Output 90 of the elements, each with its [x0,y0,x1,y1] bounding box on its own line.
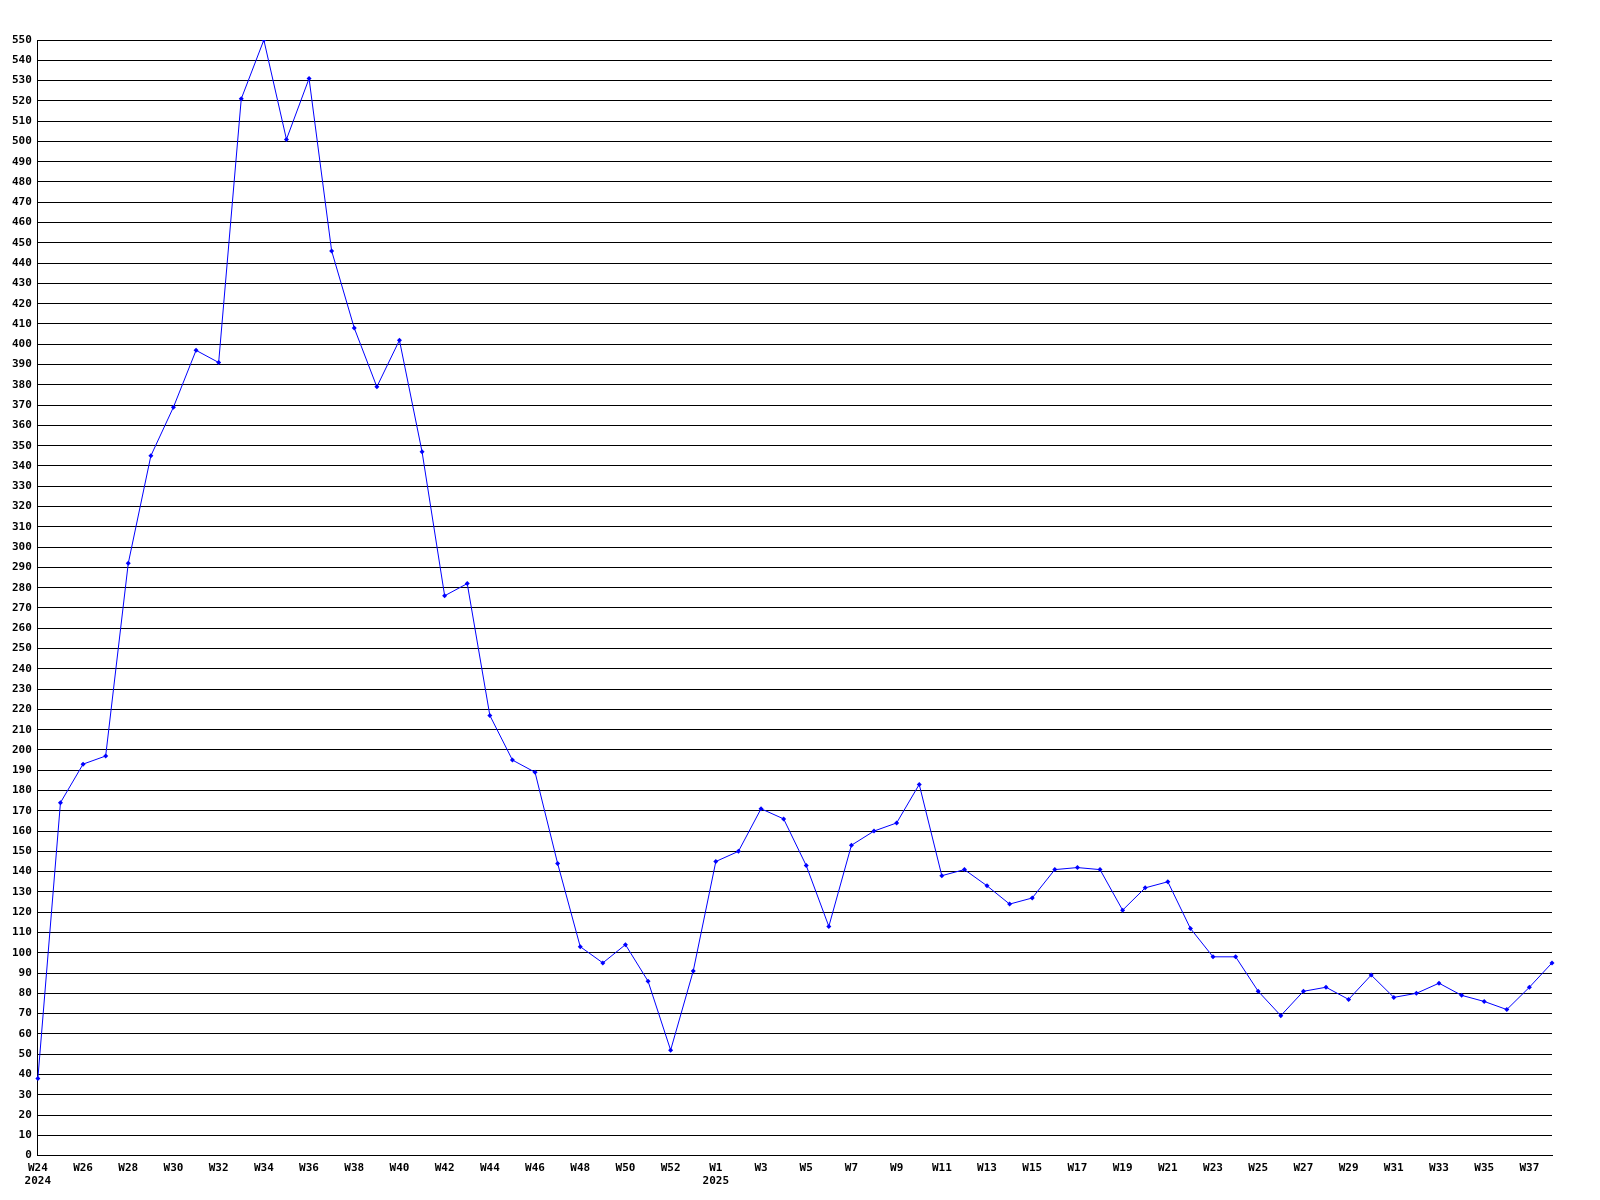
y-tick-label: 170 [11,803,32,817]
x-tick-label: W37 [1519,1161,1540,1175]
y-tick-label: 110 [11,925,32,939]
x-tick-label: W46 [525,1161,546,1175]
x-tick-label: W11 [931,1161,953,1175]
y-tick-label: 540 [11,53,32,67]
x-tick-label: W15 [1022,1161,1043,1175]
y-tick-label: 140 [11,864,32,878]
y-tick-label: 160 [11,823,32,837]
y-tick-label: 230 [11,681,32,695]
x-tick-label: W23 [1203,1161,1223,1175]
x-tick-label: W3 [754,1161,768,1175]
x-tick-label: W33 [1429,1161,1449,1175]
x-tick-label: W24 2024 [24,1161,52,1188]
y-tick-label: 80 [18,986,32,1000]
y-tick-label: 50 [18,1047,32,1061]
y-tick-label: 30 [18,1087,32,1101]
y-tick-label: 520 [11,93,32,107]
x-tick-label: W25 [1248,1161,1269,1175]
x-tick-label: W52 [660,1161,681,1175]
y-tick-label: 340 [11,458,32,472]
x-tick-label: W13 [977,1161,997,1175]
x-tick-label: W27 [1293,1161,1314,1175]
y-tick-label: 150 [11,844,32,858]
x-tick-label: W34 [253,1161,275,1175]
y-tick-label: 10 [18,1128,32,1142]
y-tick-label: 460 [11,215,32,229]
y-tick-label: 370 [11,397,32,411]
y-tick-label: 450 [11,235,32,249]
y-tick-label: 200 [11,742,32,756]
y-tick-label: 310 [11,519,32,533]
y-tick-label: 130 [11,884,32,898]
y-tick-label: 490 [11,154,32,168]
y-tick-label: 100 [11,945,32,959]
x-tick-label: W30 [163,1161,184,1175]
y-tick-label: 330 [11,479,32,493]
y-tick-label: 190 [11,763,32,777]
x-tick-label: W38 [344,1161,365,1175]
y-tick-label: 260 [11,621,32,635]
x-tick-label: W26 [73,1161,94,1175]
x-tick-label: W48 [570,1161,591,1175]
y-tick-label: 410 [11,316,32,330]
y-tick-label: 290 [11,560,32,574]
x-tick-label: W40 [389,1161,410,1175]
x-tick-label: W29 [1338,1161,1359,1175]
x-tick-label: W17 [1067,1161,1088,1175]
y-tick-label: 360 [11,418,32,432]
y-tick-label: 220 [11,702,32,716]
y-tick-label: 480 [11,174,32,188]
x-tick-label: W28 [118,1161,139,1175]
y-tick-label: 280 [11,580,32,594]
x-tick-label: W1 2025 [702,1161,730,1188]
y-tick-label: 20 [18,1107,32,1121]
x-tick-label: W32 [208,1161,229,1175]
x-tick-label: W44 [479,1161,501,1175]
y-tick-label: 470 [11,195,32,209]
y-tick-label: 250 [11,641,32,655]
x-tick-label: W35 [1474,1161,1495,1175]
y-tick-label: 90 [18,965,32,979]
y-tick-label: 320 [11,499,32,513]
x-tick-label: W19 [1112,1161,1133,1175]
y-tick-label: 390 [11,357,32,371]
x-tick-label: W31 [1383,1161,1405,1175]
x-tick-label: W7 [844,1161,859,1175]
x-tick-label: W5 [799,1161,813,1175]
y-tick-label: 210 [11,722,32,736]
y-tick-label: 300 [11,539,32,553]
y-tick-label: 0 [25,1148,32,1162]
y-tick-label: 70 [18,1006,32,1020]
y-tick-label: 40 [18,1067,32,1081]
x-tick-label: W36 [299,1161,320,1175]
y-tick-label: 510 [11,113,32,127]
y-tick-label: 380 [11,377,32,391]
y-tick-label: 120 [11,905,32,919]
x-tick-label: W42 [434,1161,455,1175]
y-tick-label: 500 [11,134,32,148]
y-tick-label: 550 [11,32,32,46]
y-tick-label: 430 [11,276,32,290]
y-tick-label: 180 [11,783,32,797]
y-tick-label: 240 [11,661,32,675]
y-tick-label: 60 [18,1026,32,1040]
y-tick-label: 400 [11,337,32,351]
y-tick-label: 420 [11,296,32,310]
y-tick-label: 530 [11,73,32,87]
x-tick-label: W21 [1157,1161,1179,1175]
x-tick-label: W9 [890,1161,904,1175]
y-tick-label: 270 [11,600,32,614]
y-tick-label: 440 [11,255,32,269]
y-tick-label: 350 [11,438,32,452]
x-tick-label: W50 [615,1161,636,1175]
